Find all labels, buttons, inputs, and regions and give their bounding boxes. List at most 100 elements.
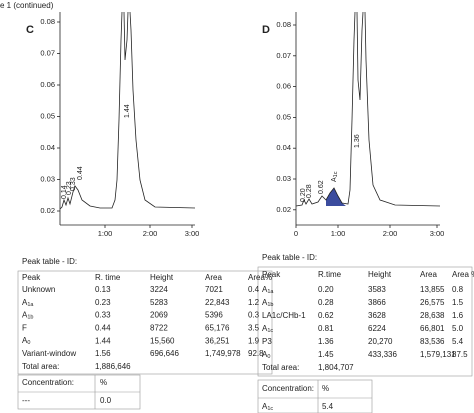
subscript: 1c [333, 171, 339, 177]
y-tick-label: 0.02 [40, 206, 55, 215]
table-cell: 5.4 [452, 337, 464, 346]
table-cell: P3 [262, 337, 272, 346]
x-tick-label: 2:00 [143, 229, 158, 238]
table-title: Peak table - ID: [22, 257, 77, 266]
table-cell: 7021 [205, 285, 223, 294]
table-cell: 1.9 [248, 336, 260, 345]
x-tick-label: 3:00 [185, 229, 200, 238]
text-part: A [331, 177, 338, 182]
column-header: % [100, 378, 107, 387]
peak-table-frame-c [17, 270, 273, 375]
column-header: Area % [452, 270, 474, 279]
table-cell: A1a [22, 298, 34, 308]
column-header: Height [368, 270, 392, 279]
text-part: A [262, 350, 268, 359]
y-tick-label: 0.07 [40, 48, 55, 57]
table-cell: A1c [262, 402, 273, 412]
peak-label: 0.14 [61, 185, 68, 199]
x-tick-label: 1:00 [331, 229, 346, 238]
table-title: Peak table - ID: [262, 253, 317, 262]
table-cell: A1b [22, 311, 33, 321]
total-value: 1,804,707 [318, 363, 354, 372]
table-cell: LA1c/CHb-1 [262, 311, 306, 320]
table-frames [17, 266, 473, 413]
total-label: Total area: [22, 362, 59, 371]
peak-label: 0.33 [70, 177, 77, 191]
column-header: Concentration: [262, 384, 314, 393]
table-cell: Variant-window [22, 349, 76, 358]
table-cell: 15,560 [150, 336, 175, 345]
table-cell: 5.4 [322, 402, 334, 411]
peak-label: A1c [331, 171, 340, 182]
table-cell: 65,176 [205, 324, 230, 333]
column-header: Area% [248, 273, 272, 282]
y-tick-label: 0.03 [276, 174, 291, 183]
y-tick-label: 0.03 [40, 174, 55, 183]
x-tick-label: 0 [294, 229, 298, 238]
column-header: Peak [22, 273, 41, 282]
column-header: % [322, 384, 329, 393]
subscript: 1a [267, 289, 274, 295]
subscript: 0 [27, 341, 30, 347]
table-cell: 1.45 [318, 350, 334, 359]
table-cell: 5.0 [452, 324, 464, 333]
table-cell: Unknown [22, 285, 55, 294]
table-cell: 0.20 [318, 285, 334, 294]
table-cell: 0.13 [95, 285, 111, 294]
column-header: Concentration: [22, 378, 74, 387]
table-cell: 0.81 [318, 324, 334, 333]
column-header: Peak [262, 270, 281, 279]
peak-label: 1.36 [354, 134, 361, 148]
table-cell: A0 [22, 336, 30, 346]
table-cell: 0.44 [95, 324, 111, 333]
table-cell: 83,536 [420, 337, 445, 346]
table-cell: 1.44 [95, 336, 111, 345]
table-cell: 26,575 [420, 298, 445, 307]
total-value: 1,886,646 [95, 362, 131, 371]
table-cell: 1.36 [318, 337, 334, 346]
y-tick-label: 0.04 [276, 143, 291, 152]
table-cell: 20,270 [368, 337, 393, 346]
table-cell: F [22, 324, 27, 333]
peak-label: 0.23 [66, 181, 73, 195]
trace [59, 11, 196, 210]
table-cell: A1c [262, 324, 273, 334]
panel-label: C [26, 24, 34, 36]
text-part: A [262, 298, 268, 307]
table-cell: 5283 [150, 298, 168, 307]
peak-table-frame-d [257, 266, 473, 377]
peak-label: 0.20 [300, 188, 307, 202]
y-tick-label: 0.05 [276, 112, 291, 121]
y-tick-label: 0.06 [276, 82, 291, 91]
conc-frame-d [257, 379, 373, 413]
table-cell: 1.6 [452, 311, 464, 320]
table-cell: 92.8 [248, 349, 264, 358]
table-cell: A0 [262, 350, 270, 360]
subscript: 1a [27, 302, 34, 308]
table-cell: 66,801 [420, 324, 445, 333]
y-tick-label: 0.06 [40, 80, 55, 89]
table-cell: 1.2 [248, 298, 260, 307]
table-cell: 696,646 [150, 349, 179, 358]
table-cell: 0.23 [95, 298, 111, 307]
table-cell: 3866 [368, 298, 386, 307]
text-part: A [262, 402, 268, 411]
table-cell: 6224 [368, 324, 386, 333]
y-tick-label: 0.04 [40, 143, 55, 152]
subscript: 1b [267, 302, 273, 308]
column-header: Area [205, 273, 222, 282]
table-cell: 36,251 [205, 336, 230, 345]
peak-label: 0.28 [306, 184, 313, 198]
panel-label: D [262, 24, 270, 36]
chromatogram-c [59, 11, 196, 226]
text-part: A [22, 336, 28, 345]
table-cell: 0.3 [248, 311, 260, 320]
text-part: A [22, 298, 28, 307]
x-tick-label: 3:00 [430, 229, 445, 238]
subscript: 1b [27, 315, 33, 321]
table-cell: 433,336 [368, 350, 397, 359]
y-tick-label: 0.02 [276, 205, 291, 214]
table-cell: 1.5 [452, 298, 464, 307]
table-cell: A1b [262, 298, 273, 308]
text-part: A [262, 285, 268, 294]
